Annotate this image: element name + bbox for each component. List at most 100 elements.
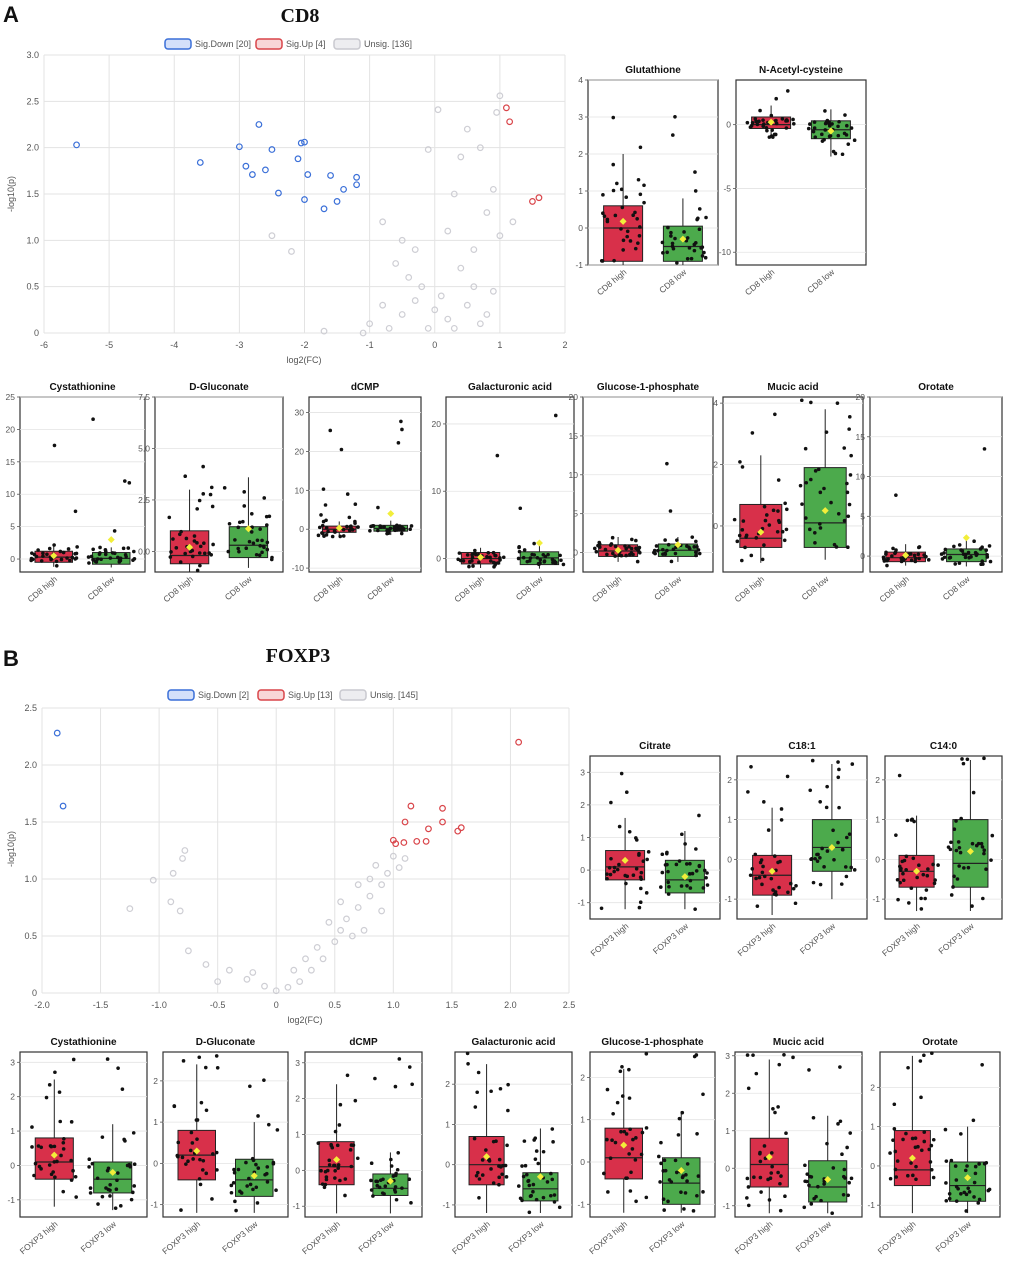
mean-marker [536, 1173, 544, 1181]
data-point [316, 533, 321, 538]
data-point [844, 874, 849, 879]
sig-down-point [255, 121, 263, 128]
group-label: FOXP3 low [794, 1218, 834, 1254]
data-point [635, 559, 640, 564]
data-point [175, 1153, 180, 1158]
data-point [824, 805, 829, 810]
data-point [842, 518, 847, 523]
data-point [624, 546, 628, 551]
y-tick-label: 20 [432, 419, 442, 429]
y-tick-label: 1 [445, 1119, 450, 1129]
data-point [548, 1193, 553, 1198]
data-point [536, 1161, 541, 1166]
data-point [520, 1198, 524, 1203]
boxplot-galacturonic-acid: Galacturonic acid -1 0 1 2 FOXP3 high FOXP3 lo… [442, 1037, 573, 1256]
data-point [333, 1168, 337, 1173]
data-point [612, 258, 616, 263]
boxplot-d-gluconate: D-Gluconate 0.0 2.5 5.0 7.5 CD8 high CD8 low [138, 382, 284, 604]
data-point [665, 250, 669, 255]
data-point [766, 828, 771, 832]
data-point [621, 248, 625, 252]
data-point [254, 1162, 258, 1167]
data-point [809, 1202, 814, 1206]
data-point [909, 558, 914, 563]
data-point [944, 1159, 949, 1163]
data-point [368, 528, 372, 533]
data-point [662, 1208, 666, 1212]
data-point [275, 1128, 280, 1132]
data-point [33, 1161, 38, 1166]
y-tick-label: 5 [10, 522, 15, 532]
data-point [324, 1175, 329, 1179]
data-point [237, 549, 241, 554]
data-point [677, 1116, 682, 1121]
data-point [669, 234, 673, 238]
data-point [39, 1145, 44, 1150]
panel-letter-b: B [3, 646, 19, 671]
data-point [913, 1136, 918, 1140]
data-point [791, 1055, 795, 1060]
data-point [641, 859, 646, 864]
data-point [977, 1162, 981, 1166]
data-point [229, 1183, 234, 1188]
data-point [640, 1130, 645, 1135]
data-point [638, 225, 642, 229]
data-point [987, 1187, 992, 1192]
data-point [965, 757, 970, 762]
boxplot-title: Glucose-1-phosphate [597, 382, 700, 393]
y-tick-label: 2.5 [26, 96, 39, 106]
data-point [533, 1157, 538, 1161]
data-point [189, 1130, 194, 1135]
data-point [688, 861, 692, 866]
data-point [760, 870, 765, 875]
unsig-point [401, 855, 409, 862]
data-point [966, 550, 971, 555]
data-point [611, 188, 616, 193]
data-point [195, 1137, 199, 1141]
data-point [262, 1078, 266, 1082]
x-tick-label: 1 [497, 340, 502, 350]
boxplot-title: N-Acetyl-cysteine [759, 65, 843, 76]
y-tick-label: 1 [727, 815, 732, 825]
data-point [752, 1175, 756, 1180]
sig-down-point [320, 205, 328, 213]
data-point [191, 1157, 195, 1161]
boxplot-title: D-Gluconate [189, 382, 249, 393]
volcano-a-ylabel: -log10(p) [6, 176, 16, 212]
data-point [108, 556, 113, 560]
data-point [655, 548, 660, 553]
unsig-point [450, 190, 458, 198]
data-point [971, 790, 976, 795]
data-point [266, 1122, 271, 1127]
unsig-point [184, 947, 192, 955]
data-point [476, 1070, 481, 1075]
data-point [91, 557, 95, 562]
data-point [497, 1175, 501, 1180]
sig-down-point [333, 198, 341, 205]
data-point [627, 829, 632, 834]
data-point [691, 1209, 696, 1213]
data-point [667, 884, 671, 889]
data-point [666, 1199, 670, 1204]
data-point [980, 845, 985, 849]
data-point [69, 1178, 74, 1182]
unsig-point [384, 869, 391, 877]
data-point [703, 255, 708, 260]
y-tick-label: 0 [573, 548, 578, 558]
data-point [250, 511, 254, 516]
volcano-a-legend: Sig.Down [20] Sig.Up [4] Unsig. [136] [164, 38, 412, 50]
data-point [605, 552, 609, 557]
data-point [32, 1173, 36, 1178]
data-point [624, 790, 629, 795]
data-point [769, 1171, 774, 1175]
unsig-point [470, 246, 478, 254]
data-point [343, 1193, 347, 1198]
data-point [47, 546, 52, 551]
y-tick-label: 2 [578, 149, 583, 159]
data-point [804, 480, 809, 485]
unsig-point [337, 926, 345, 934]
data-point [395, 1167, 400, 1172]
data-point [131, 1190, 135, 1195]
data-point [322, 534, 326, 538]
data-point [630, 537, 634, 542]
